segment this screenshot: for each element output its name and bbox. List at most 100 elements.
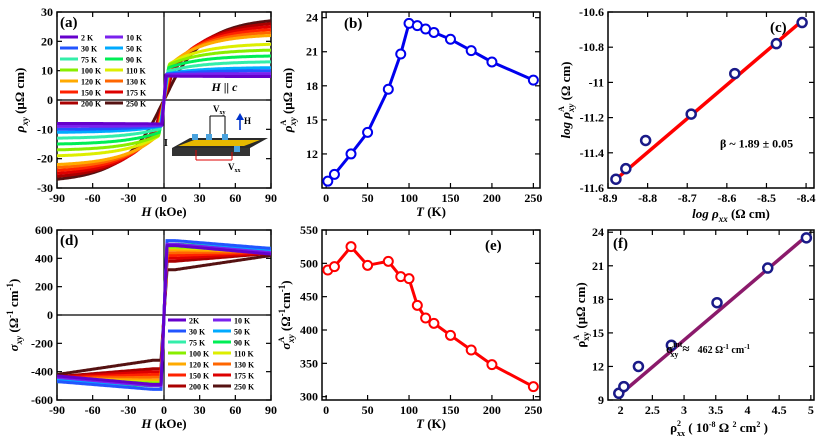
field-arrowhead [236, 113, 244, 120]
legend-label: 50 K [234, 328, 251, 337]
y-tick-label: -400 [31, 365, 53, 379]
x-label-unit: (K) [424, 204, 446, 219]
ann-sup: int [673, 340, 683, 349]
x-tick-label: -8.6 [717, 191, 736, 205]
data-point [800, 232, 813, 244]
y-axis-label: log ρAxy (Ω cm) [557, 61, 576, 138]
data-point [711, 296, 723, 309]
x-tick-label: 200 [483, 403, 501, 417]
x-axis-label: H (kOe) [140, 204, 186, 219]
x-axis-label: log ρxx (Ω cm) [692, 206, 770, 224]
plot-frame [607, 229, 815, 401]
series-line [57, 74, 271, 126]
x-tick-label: 0 [161, 403, 167, 417]
legend-label: 130 K [234, 361, 255, 370]
panel-label: (e) [485, 238, 502, 254]
x-tick-label: 60 [229, 191, 241, 205]
contact [206, 134, 212, 140]
legend-label: 75 K [81, 56, 98, 65]
legend-label: 200 K [189, 383, 210, 392]
y-label-var: ρ [573, 341, 588, 348]
x-label-var: H [140, 416, 152, 431]
y-label-sup: A [277, 337, 286, 343]
device-front [172, 148, 250, 156]
data-point [328, 168, 340, 180]
x-tick-label: -8.5 [757, 191, 776, 205]
y-tick-label: -11 [589, 75, 604, 89]
panel-label: (a) [60, 15, 78, 31]
x-label-sup: 2 [677, 419, 681, 428]
data-point [486, 359, 498, 371]
data-point [428, 26, 440, 38]
x-tick-label: 2 [618, 403, 624, 417]
data-point [382, 255, 394, 267]
x-tick-label: -60 [85, 403, 101, 417]
panel-c: -8.9 -8.8 -8.7 -8.6 -8.5 -8.4 -11.6 -11.4 -11.2 -… [557, 5, 816, 224]
y-tick-label: 10 [41, 64, 53, 78]
data-point [729, 67, 741, 80]
device-strip [178, 140, 260, 146]
x-label-sub: xx [677, 429, 685, 438]
panel-e: 0 50 100 150 200 250 300 350 400 450 500 550 (e) σAxy… [277, 223, 542, 431]
y-label-unit: ) [6, 279, 21, 283]
x-tick-label: 0 [161, 191, 167, 205]
x-label-var: T [416, 204, 425, 219]
y-tick-label: 550 [300, 223, 318, 237]
y-tick-label: 24 [306, 11, 318, 25]
curves [57, 19, 271, 181]
curves [57, 239, 271, 391]
legend-label: 2K [189, 317, 200, 326]
panel-a: -90 -60 -30 0 30 60 90 -30 -20 -10 0 10 20 30 (a)2 K 10… [12, 5, 277, 219]
x-axis-label: T (K) [416, 204, 446, 219]
x-label-sup: 2 [732, 420, 736, 429]
y-label-unit: (μΩ cm) [280, 68, 295, 118]
legend-label: 100 K [189, 350, 210, 359]
x-label-unit: Ω [716, 420, 733, 435]
x-tick-label: 0 [323, 191, 329, 205]
y-tick-label: 24 [592, 225, 604, 239]
x-label-unit: ) [760, 420, 768, 435]
sub: xx [235, 168, 241, 174]
panel-label: (c) [770, 20, 787, 36]
legend-label: 120 K [189, 361, 210, 370]
y-tick-label: -30 [37, 181, 53, 195]
ann-unit: cm [729, 345, 745, 356]
contact [192, 134, 198, 140]
data-point [639, 134, 652, 147]
inset-device: H Vxy Vxx I [164, 104, 268, 174]
y-tick-label: -10.6 [579, 5, 604, 19]
y-tick-label: 400 [35, 251, 53, 265]
y-axis-label: ρxy (μΩ cm) [12, 68, 30, 134]
x-tick-label: 250 [524, 191, 542, 205]
data-point [345, 148, 357, 160]
x-tick-label: 90 [265, 191, 277, 205]
legend-label: 150 K [189, 372, 210, 381]
data-point [761, 262, 774, 274]
y-tick-label: 12 [306, 147, 318, 161]
x-tick-label: 50 [362, 191, 374, 205]
inset-label-H: H [244, 116, 251, 126]
series-line [57, 244, 271, 386]
x-tick-label: 90 [265, 403, 277, 417]
y-tick-label: 0 [47, 93, 53, 107]
x-tick-label: 5 [808, 403, 814, 417]
y-tick-label: -600 [31, 393, 53, 407]
x-tick-label: -90 [49, 191, 65, 205]
legend-label: 50 K [126, 45, 143, 54]
legend-label: 175 K [126, 89, 147, 98]
ann-value: 462 Ω [698, 345, 724, 356]
y-tick-label: 0 [47, 308, 53, 322]
y-tick-label: 18 [592, 292, 604, 306]
y-label-sup: -1 [5, 310, 15, 318]
legend-label: 100 K [81, 67, 102, 76]
data-point [362, 126, 374, 138]
y-label-sub: xy [286, 333, 296, 344]
y-tick-label: 30 [41, 5, 53, 19]
data-point [420, 312, 432, 324]
data-point [465, 344, 477, 356]
x-tick-label: -60 [85, 191, 101, 205]
data-point [444, 329, 456, 341]
y-label-sub: xy [288, 116, 298, 127]
x-tick-label: 30 [194, 403, 206, 417]
